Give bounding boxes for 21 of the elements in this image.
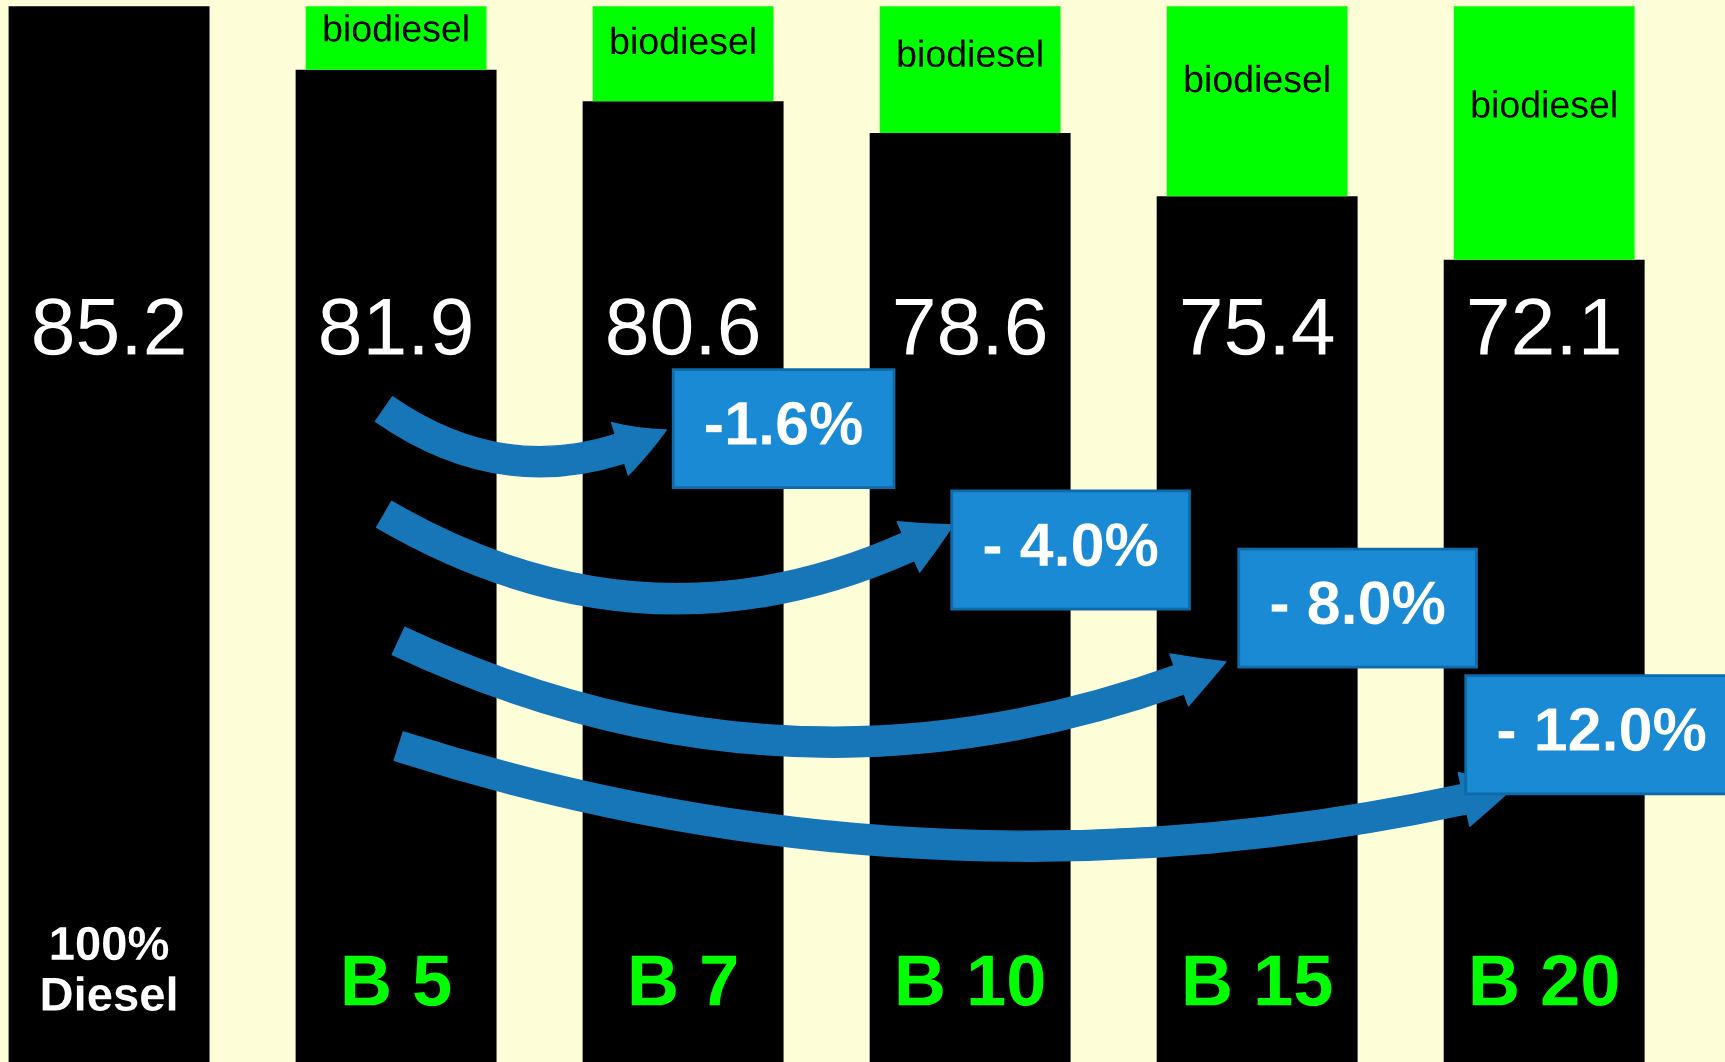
text: biodiesel — [1185, 64, 1329, 93]
x-tick-label: B 7 — [631, 955, 737, 1006]
annotation: - 8.0% — [1271, 581, 1445, 625]
series-label: biodiesel — [324, 14, 468, 42]
x-tick-label: B 15 — [1185, 955, 1332, 1007]
text: biodiesel — [1472, 90, 1616, 118]
x-tick-label: B 10 — [898, 954, 1044, 1007]
annotation: 81.9 — [321, 298, 471, 356]
annotation: - 12.0% — [1498, 707, 1706, 752]
annotation: 78.6 — [895, 298, 1045, 356]
text: biodiesel — [611, 26, 755, 55]
annotation: 72.1 — [1469, 298, 1619, 355]
annotation: 85.2 — [34, 298, 184, 356]
annotation: 75.4 — [1182, 299, 1334, 356]
x-tick-label: B 20 — [1472, 954, 1618, 1007]
text: biodiesel — [898, 39, 1042, 68]
annotation: 80.6 — [608, 298, 758, 356]
annotation: - 4.0% — [984, 523, 1158, 567]
x-tick-label: 100% Diesel — [42, 926, 176, 1011]
annotation: -1.6% — [706, 401, 862, 445]
x-tick-label: B 5 — [344, 955, 451, 1007]
